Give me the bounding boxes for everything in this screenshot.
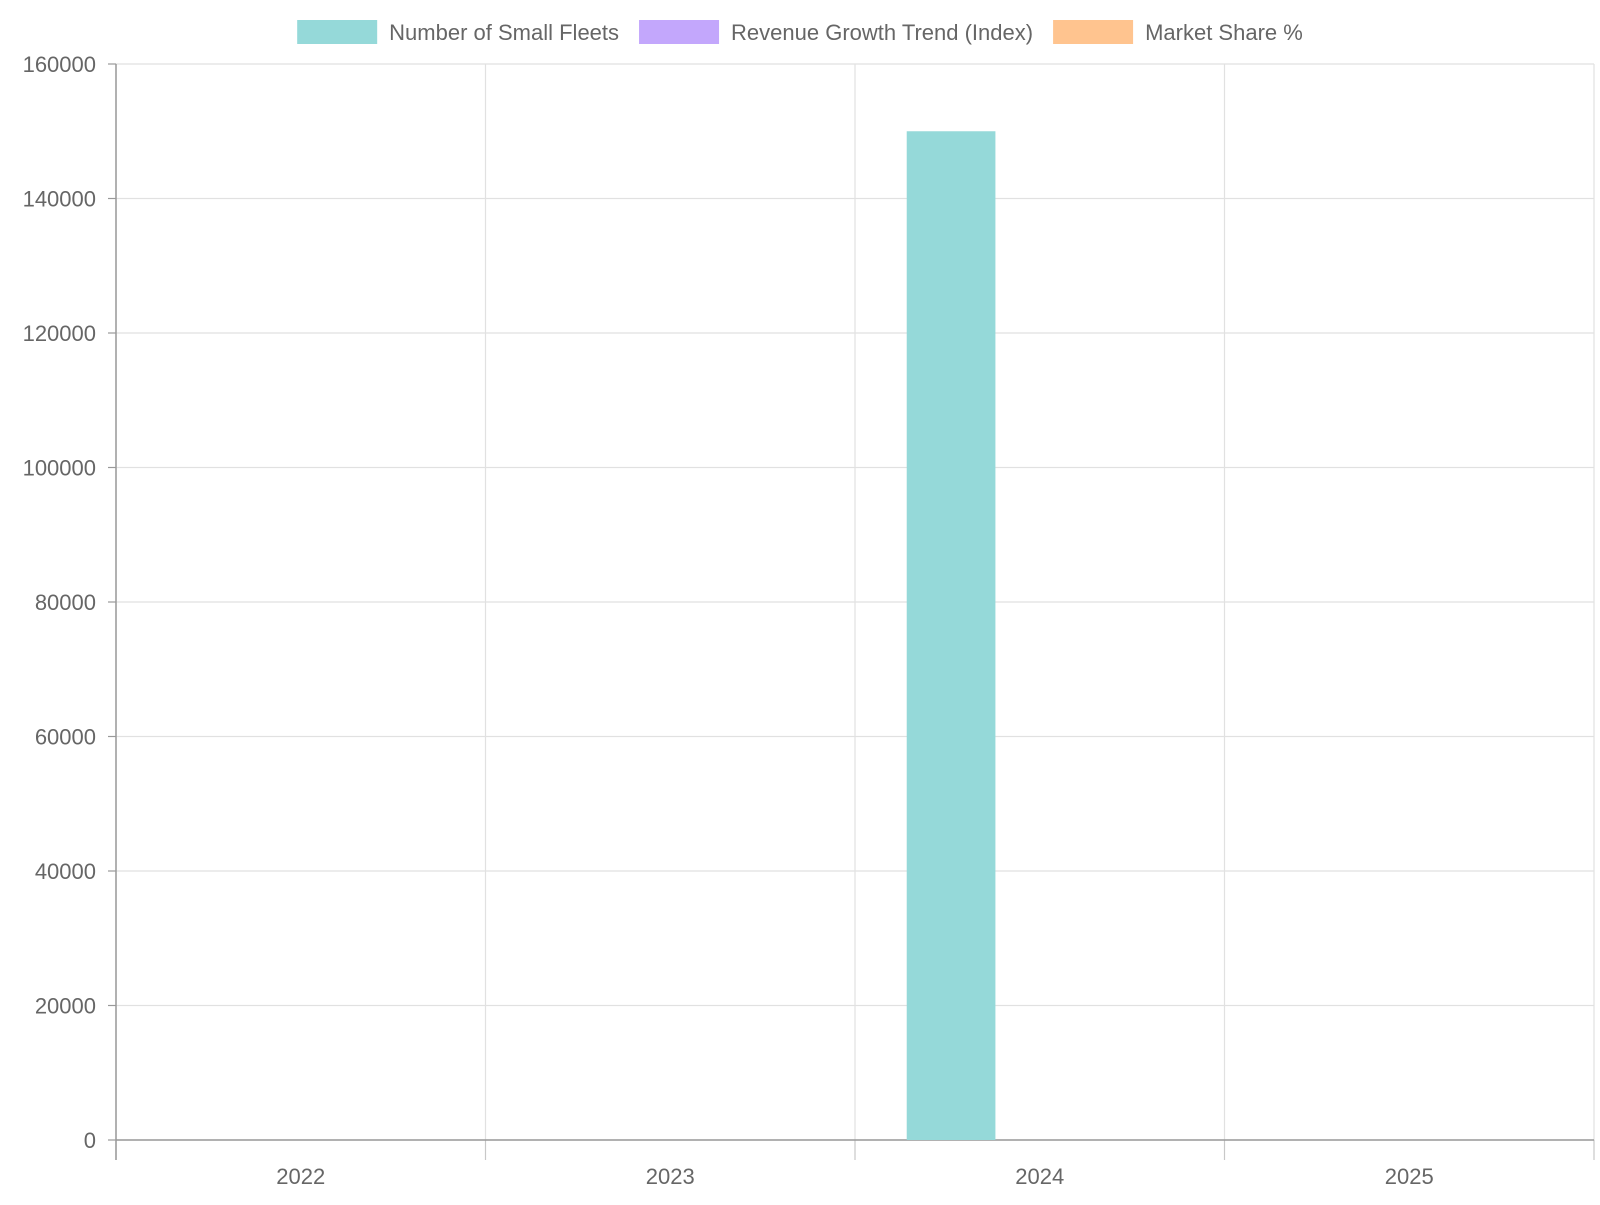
bars <box>906 131 996 1140</box>
y-tick-label: 0 <box>84 1128 96 1153</box>
grid <box>115 63 1595 1141</box>
legend-swatch <box>639 20 720 44</box>
y-tick-label: 140000 <box>23 187 96 212</box>
legend-label: Number of Small Fleets <box>389 20 619 45</box>
y-tick-label: 60000 <box>35 725 96 750</box>
x-tick-label: 2024 <box>1015 1164 1064 1189</box>
y-tick-label: 100000 <box>23 456 96 481</box>
legend-swatch <box>1053 20 1134 44</box>
x-tick-label: 2023 <box>646 1164 695 1189</box>
bar-1-2024[interactable] <box>906 131 996 1140</box>
legend-swatch <box>297 20 378 44</box>
y-tick-label: 120000 <box>23 321 96 346</box>
legend-item-1[interactable]: Number of Small Fleets <box>297 20 619 45</box>
legend-item-2[interactable]: Revenue Growth Trend (Index) <box>639 20 1033 45</box>
y-tick-label: 80000 <box>35 590 96 615</box>
x-tick-label: 2022 <box>276 1164 325 1189</box>
legend: Number of Small Fleets Revenue Growth Tre… <box>297 20 1303 45</box>
y-tick-label: 160000 <box>23 52 96 77</box>
y-tick-label: 20000 <box>35 994 96 1019</box>
x-tick-label: 2025 <box>1385 1164 1434 1189</box>
legend-label: Market Share % <box>1145 20 1303 45</box>
y-tick-label: 40000 <box>35 859 96 884</box>
legend-label: Revenue Growth Trend (Index) <box>731 20 1033 45</box>
axes: 0 20000 40000 60000 80000 100000 120000 140000 1… <box>23 52 1595 1189</box>
legend-item-3[interactable]: Market Share % <box>1053 20 1303 45</box>
